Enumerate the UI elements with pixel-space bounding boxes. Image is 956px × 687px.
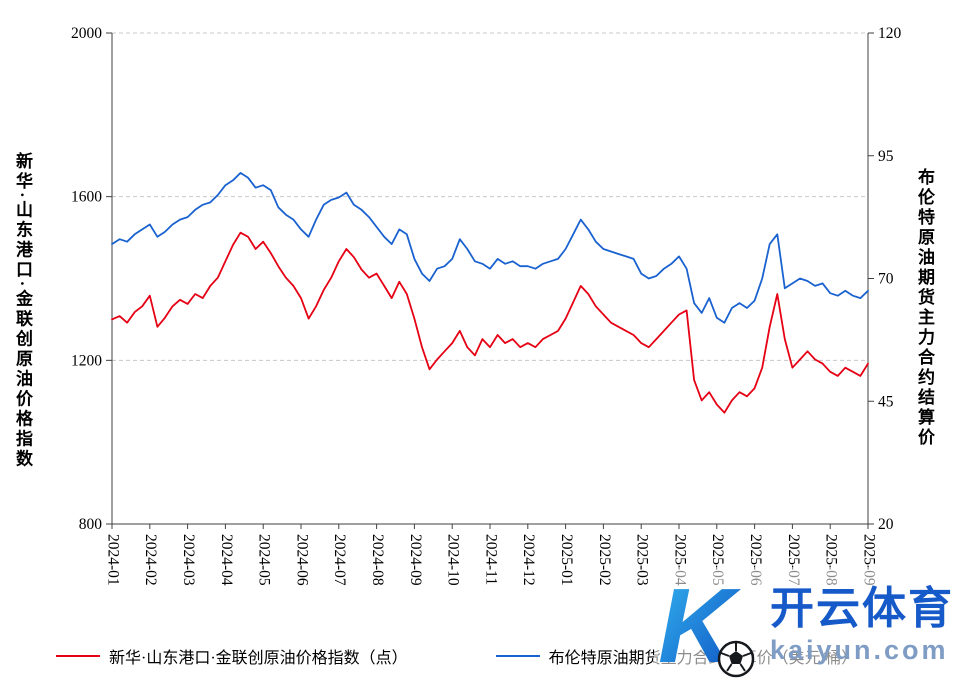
blue-line-sample-icon [495, 655, 540, 657]
svg-text:2024-03: 2024-03 [180, 534, 197, 586]
svg-text:2024-11: 2024-11 [482, 534, 499, 585]
svg-text:2000: 2000 [71, 25, 102, 42]
svg-text:2024-05: 2024-05 [256, 534, 273, 586]
watermark-brand: 开云体育 [770, 583, 954, 633]
svg-text:2025-03: 2025-03 [634, 534, 651, 586]
right-axis-title: 布伦特原油期货主力合约结算价 [915, 168, 934, 448]
svg-text:20: 20 [878, 516, 894, 533]
svg-text:45: 45 [878, 393, 894, 410]
svg-text:2024-08: 2024-08 [369, 534, 386, 586]
svg-text:2025-01: 2025-01 [558, 534, 575, 586]
svg-text:120: 120 [878, 25, 902, 42]
svg-text:2024-09: 2024-09 [407, 534, 424, 586]
svg-text:2024-12: 2024-12 [520, 534, 537, 586]
svg-text:1200: 1200 [71, 352, 102, 369]
watermark-domain: kaiyun.com [770, 634, 949, 665]
svg-text:2024-01: 2024-01 [104, 534, 121, 586]
left-axis-title: 新华·山东港口·金联创原油价格指数 [13, 152, 32, 470]
svg-text:1600: 1600 [71, 189, 102, 206]
svg-text:2025-02: 2025-02 [596, 534, 613, 586]
svg-text:2024-04: 2024-04 [218, 534, 235, 586]
red-line-sample-icon [56, 655, 100, 657]
legend-label-index: 新华·山东港口·金联创原油价格指数（点） [109, 650, 408, 667]
svg-text:95: 95 [878, 148, 894, 165]
svg-text:70: 70 [878, 271, 894, 288]
kaiyun-k-logo: K [658, 567, 755, 683]
svg-text:2024-10: 2024-10 [445, 534, 462, 586]
svg-text:800: 800 [79, 516, 103, 533]
legend-item-index: 新华·山东港口·金联创原油价格指数（点） [56, 644, 408, 668]
svg-text:2024-07: 2024-07 [331, 534, 348, 586]
svg-text:2024-06: 2024-06 [293, 534, 310, 586]
watermark-text: 开云体育 kaiyun.com [770, 583, 954, 665]
kaiyun-watermark: K 开云体育 kaiyun.com [654, 567, 954, 683]
svg-text:2024-02: 2024-02 [142, 534, 159, 586]
soccer-ball-icon [717, 640, 755, 678]
